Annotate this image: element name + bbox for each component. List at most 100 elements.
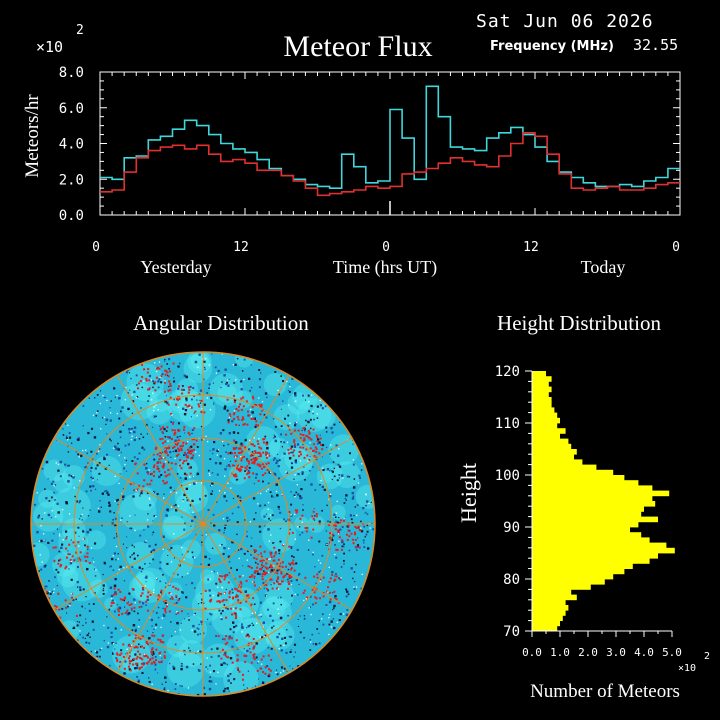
skymap-speck bbox=[82, 425, 84, 427]
skymap-speck bbox=[223, 407, 226, 410]
skymap-red-point bbox=[85, 560, 88, 563]
skymap-speck bbox=[152, 380, 155, 383]
skymap-red-point bbox=[262, 441, 265, 444]
skymap-red-point bbox=[294, 429, 297, 432]
skymap-red-point bbox=[288, 511, 291, 514]
skymap-speck bbox=[366, 513, 369, 515]
skymap-red-point bbox=[150, 479, 153, 482]
skymap-speck bbox=[284, 417, 286, 420]
skymap-speck bbox=[290, 452, 292, 454]
skymap-red-point bbox=[59, 565, 62, 568]
skymap-speck bbox=[159, 580, 161, 583]
skymap-speck bbox=[254, 457, 257, 460]
skymap-speck bbox=[150, 618, 154, 622]
skymap-speck bbox=[338, 619, 341, 622]
skymap-speck bbox=[109, 407, 111, 409]
skymap-speck bbox=[139, 495, 141, 497]
skymap-speck bbox=[85, 490, 88, 493]
height-bar bbox=[532, 563, 633, 569]
skymap-speck bbox=[177, 422, 180, 425]
skymap-red-point bbox=[232, 413, 235, 416]
skymap-speck bbox=[285, 651, 288, 654]
skymap-speck bbox=[287, 414, 290, 417]
skymap-red-point bbox=[130, 660, 133, 663]
skymap-red-point bbox=[237, 468, 240, 471]
skymap-red-point bbox=[309, 447, 312, 450]
skymap-red-point bbox=[116, 660, 119, 663]
skymap-speck bbox=[120, 649, 123, 652]
skymap-red-point bbox=[172, 446, 175, 449]
skymap-red-point bbox=[177, 439, 180, 442]
skymap-white-point bbox=[268, 558, 270, 560]
skymap-speck bbox=[340, 474, 344, 477]
skymap-speck bbox=[54, 484, 57, 486]
height-x-tick-label: 0.0 bbox=[522, 646, 542, 659]
skymap-white-point bbox=[277, 389, 279, 392]
skymap-speck bbox=[272, 625, 275, 627]
skymap-red-point bbox=[281, 561, 284, 564]
skymap-speck bbox=[141, 671, 144, 675]
skymap-white-point bbox=[174, 457, 176, 460]
skymap-speck bbox=[76, 586, 79, 588]
skymap-white-point bbox=[159, 654, 161, 657]
skymap-red-point bbox=[219, 581, 222, 584]
skymap-speck bbox=[312, 466, 314, 468]
skymap-speck bbox=[211, 547, 214, 549]
skymap-white-point bbox=[55, 462, 57, 464]
skymap-speck bbox=[138, 452, 141, 455]
skymap-speck bbox=[228, 556, 231, 559]
skymap-speck bbox=[163, 493, 165, 495]
skymap-white-point bbox=[282, 543, 285, 545]
skymap-patch bbox=[330, 504, 346, 520]
skymap-speck bbox=[227, 674, 230, 678]
skymap-speck bbox=[332, 607, 335, 609]
skymap-white-point bbox=[114, 500, 116, 502]
skymap-red-point bbox=[262, 451, 265, 454]
flux-series-line-0 bbox=[100, 85, 680, 189]
skymap-red-point bbox=[293, 439, 296, 442]
skymap-speck bbox=[199, 389, 203, 392]
skymap-speck bbox=[79, 633, 81, 636]
skymap-red-point bbox=[245, 600, 248, 603]
skymap-speck bbox=[325, 426, 328, 429]
flux-y-tick-label: 8.0 bbox=[59, 65, 84, 81]
skymap-speck bbox=[173, 380, 176, 383]
skymap-red-point bbox=[259, 413, 262, 416]
skymap-speck bbox=[106, 453, 109, 456]
skymap-white-point bbox=[109, 412, 112, 414]
skymap-white-point bbox=[307, 460, 309, 462]
skymap-speck bbox=[138, 619, 141, 621]
skymap-speck bbox=[137, 681, 140, 684]
skymap-red-point bbox=[267, 654, 270, 657]
skymap-red-point bbox=[190, 452, 193, 455]
skymap-red-point bbox=[269, 669, 272, 672]
skymap-white-point bbox=[43, 539, 45, 541]
skymap-speck bbox=[229, 673, 232, 675]
skymap-speck bbox=[82, 405, 85, 407]
skymap-speck bbox=[207, 563, 211, 566]
skymap-speck bbox=[90, 650, 93, 653]
skymap-speck bbox=[133, 610, 136, 613]
flux-y-tick-label: 2.0 bbox=[59, 172, 84, 188]
skymap-red-point bbox=[155, 648, 158, 651]
skymap-red-point bbox=[146, 609, 149, 612]
skymap-white-point bbox=[112, 447, 115, 449]
skymap-speck bbox=[304, 478, 306, 481]
skymap-red-point bbox=[145, 641, 148, 644]
skymap-white-point bbox=[66, 439, 69, 441]
skymap-speck bbox=[293, 556, 295, 558]
skymap-speck bbox=[366, 524, 369, 527]
skymap-red-point bbox=[189, 472, 192, 475]
skymap-white-point bbox=[78, 456, 80, 458]
skymap-red-point bbox=[177, 453, 180, 456]
skymap-speck bbox=[51, 590, 54, 593]
skymap-speck bbox=[289, 528, 291, 531]
skymap-white-point bbox=[99, 444, 101, 446]
skymap-speck bbox=[310, 483, 313, 486]
skymap-speck bbox=[210, 522, 212, 524]
skymap-speck bbox=[210, 396, 213, 400]
skymap-speck bbox=[125, 470, 128, 472]
skymap-red-point bbox=[257, 479, 260, 482]
flux-y-multiplier: ×10 bbox=[36, 38, 63, 56]
